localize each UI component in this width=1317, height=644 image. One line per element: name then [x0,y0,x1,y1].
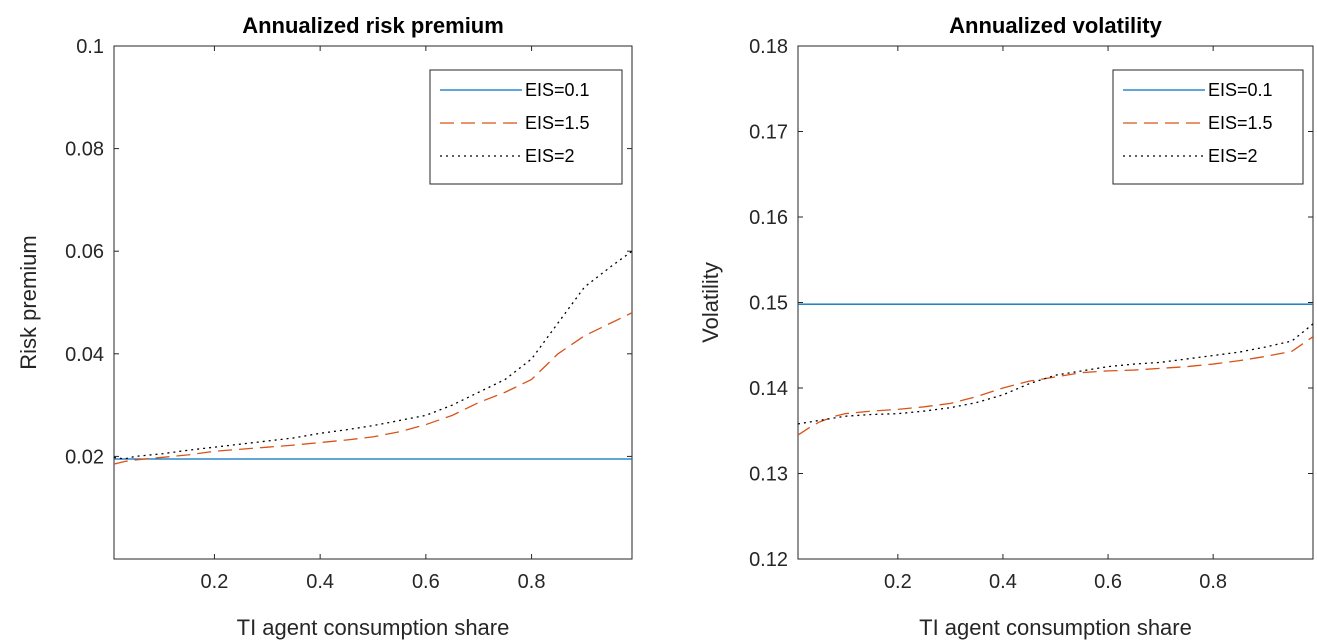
risk-premium-series-line-2 [114,312,632,465]
volatility-legend-label-1: EIS=0.1 [1208,80,1273,100]
risk-premium-legend-label-3: EIS=2 [525,146,575,166]
volatility-y-axis-label: Volatility [698,262,723,343]
risk-premium-chart-title: Annualized risk premium [242,13,504,38]
volatility-ytick-label: 0.13 [749,464,788,486]
volatility-xtick-label: 0.2 [884,571,912,593]
risk-premium-xtick-label: 0.2 [201,571,229,593]
volatility-series-line-2 [798,336,1313,436]
volatility-legend-box [1112,69,1304,185]
volatility-chart-title: Annualized volatility [949,13,1162,38]
volatility-ytick-label: 0.17 [749,122,788,144]
volatility-x-axis-label: TI agent consumption share [919,615,1192,640]
risk-premium-y-axis-label: Risk premium [16,235,41,369]
volatility-legend-label-3: EIS=2 [1208,146,1258,166]
risk-premium-legend-box [429,69,623,185]
volatility-chart: 0.2 0.4 0.6 0.8 0.12 0.13 0.14 0.15 0.16 0.17 0.18… [698,13,1314,640]
risk-premium-ytick-label: 0.08 [65,139,104,161]
volatility-ytick-label: 0.15 [749,293,788,315]
volatility-legend: EIS=0.1 EIS=1.5 EIS=2 [1112,69,1304,185]
risk-premium-xtick-label: 0.4 [306,571,334,593]
risk-premium-series-line-3 [114,250,632,460]
risk-premium-ytick-label: 0.04 [65,344,104,366]
risk-premium-x-axis-label: TI agent consumption share [237,615,510,640]
risk-premium-xtick-label: 0.6 [412,571,440,593]
volatility-xtick-label: 0.8 [1199,571,1227,593]
volatility-ytick-label: 0.18 [749,36,788,58]
volatility-ytick-label: 0.16 [749,207,788,229]
volatility-xtick-label: 0.4 [989,571,1017,593]
risk-premium-ytick-label: 0.1 [76,36,104,58]
risk-premium-ytick-label: 0.02 [65,446,104,468]
risk-premium-xtick-label: 0.8 [518,571,546,593]
risk-premium-ytick-label: 0.06 [65,241,104,263]
risk-premium-legend: EIS=0.1 EIS=1.5 EIS=2 [429,69,623,185]
risk-premium-legend-label-2: EIS=1.5 [525,113,590,133]
risk-premium-chart: 0.2 0.4 0.6 0.8 0.02 0.04 0.06 0.08 0.1 Annualize… [16,13,633,640]
volatility-ytick-label: 0.12 [749,549,788,571]
volatility-legend-label-2: EIS=1.5 [1208,113,1273,133]
volatility-ytick-label: 0.14 [749,378,788,400]
risk-premium-legend-label-1: EIS=0.1 [525,80,590,100]
volatility-xtick-label: 0.6 [1094,571,1122,593]
